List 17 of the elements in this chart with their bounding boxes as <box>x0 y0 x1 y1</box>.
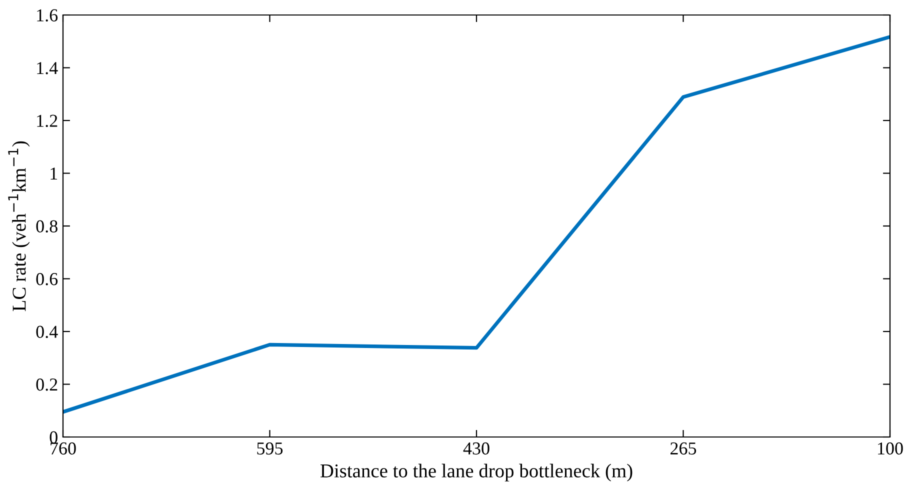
y-tick-label: 0.4 <box>36 326 58 338</box>
y-tick-label: 0.6 <box>36 273 58 286</box>
x-tick-label: 100 <box>878 442 903 455</box>
line-series <box>63 35 890 414</box>
y-tick-label: 1.6 <box>37 9 58 22</box>
y-tick-label: 0.8 <box>36 220 58 233</box>
x-tick-label: 760 <box>50 442 76 455</box>
x-axis-title: Distance to the lane drop bottleneck (m) <box>320 464 632 482</box>
y-axis-title: LC rate (veh$^{−1}$km$^{−1}$) <box>8 141 30 312</box>
y-tick-label: 0 <box>50 431 58 444</box>
y-tick-label: 1.4 <box>37 62 58 74</box>
x-tick-label: 430 <box>463 442 490 455</box>
x-tick-label: 595 <box>257 442 283 455</box>
y-tick-label: 1 <box>50 168 58 180</box>
y-tick-label: 1.2 <box>37 114 58 128</box>
x-tick-label: 265 <box>670 442 696 455</box>
y-tick-label: 0.2 <box>36 378 58 391</box>
